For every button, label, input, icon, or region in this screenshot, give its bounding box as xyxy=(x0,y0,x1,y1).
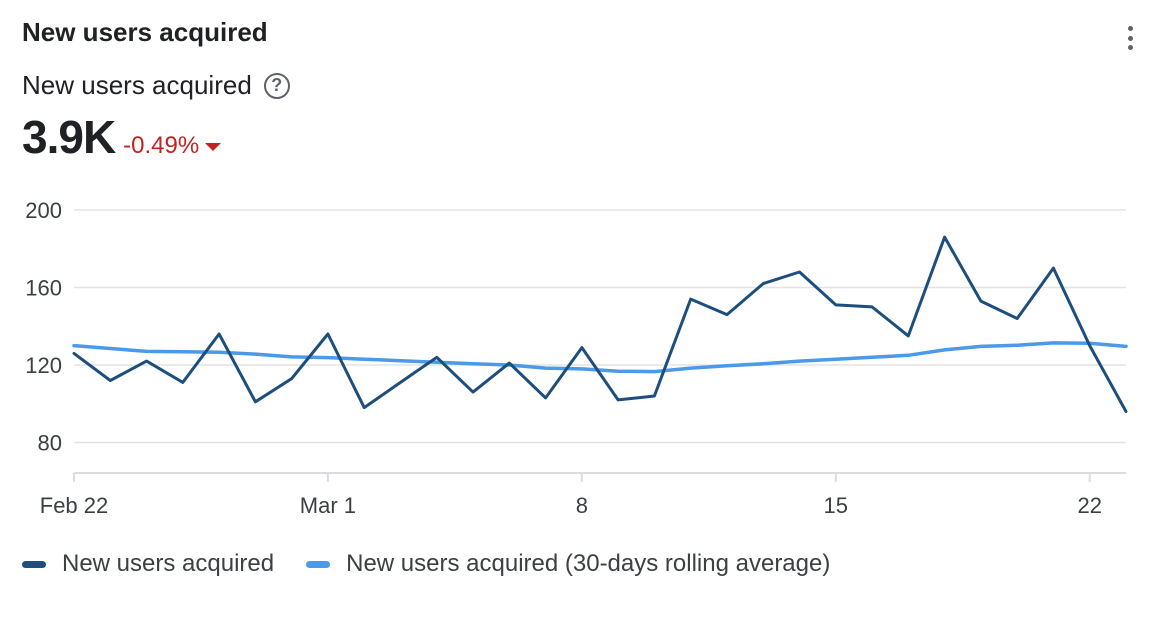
metric-change: -0.49% xyxy=(123,132,222,160)
y-tick-label: 120 xyxy=(25,353,62,378)
legend-item-new-users[interactable]: New users acquired xyxy=(22,550,274,578)
x-tick-label: 22 xyxy=(1077,493,1101,518)
legend-swatch xyxy=(22,560,46,568)
legend-label: New users acquired xyxy=(62,550,275,577)
y-tick-label: 160 xyxy=(25,276,62,301)
card-title: New users acquired xyxy=(22,17,268,47)
series-line-rolling-average xyxy=(72,341,1128,374)
legend-label: New users acquired (30-days rolling aver… xyxy=(346,550,831,577)
x-tick-label: 8 xyxy=(576,493,588,518)
legend-swatch xyxy=(306,560,331,568)
legend: New users acquired New users acquired (3… xyxy=(22,550,862,578)
metric-header: New users acquired ? xyxy=(22,70,290,101)
y-tick-label: 200 xyxy=(25,198,62,223)
x-tick-label: Feb 22 xyxy=(40,493,109,518)
x-tick-label: 15 xyxy=(824,493,848,518)
x-tick-label: Mar 1 xyxy=(300,493,356,518)
line-chart: 200 160 120 80 Feb 22 Mar 1 8 15 22 xyxy=(25,198,1128,518)
metric-change-value: -0.49% xyxy=(123,132,200,159)
metric-value: 3.9K xyxy=(22,111,116,163)
help-icon[interactable]: ? xyxy=(263,72,290,99)
series-line-new-users xyxy=(72,235,1128,413)
metric-name: New users acquired xyxy=(22,70,252,100)
more-options-icon[interactable] xyxy=(1118,22,1142,54)
down-arrow-icon xyxy=(205,143,222,151)
y-tick-label: 80 xyxy=(38,431,62,456)
metric-value-row: 3.9K -0.49% xyxy=(22,110,222,164)
legend-item-rolling-average[interactable]: New users acquired (30-days rolling aver… xyxy=(306,550,830,578)
